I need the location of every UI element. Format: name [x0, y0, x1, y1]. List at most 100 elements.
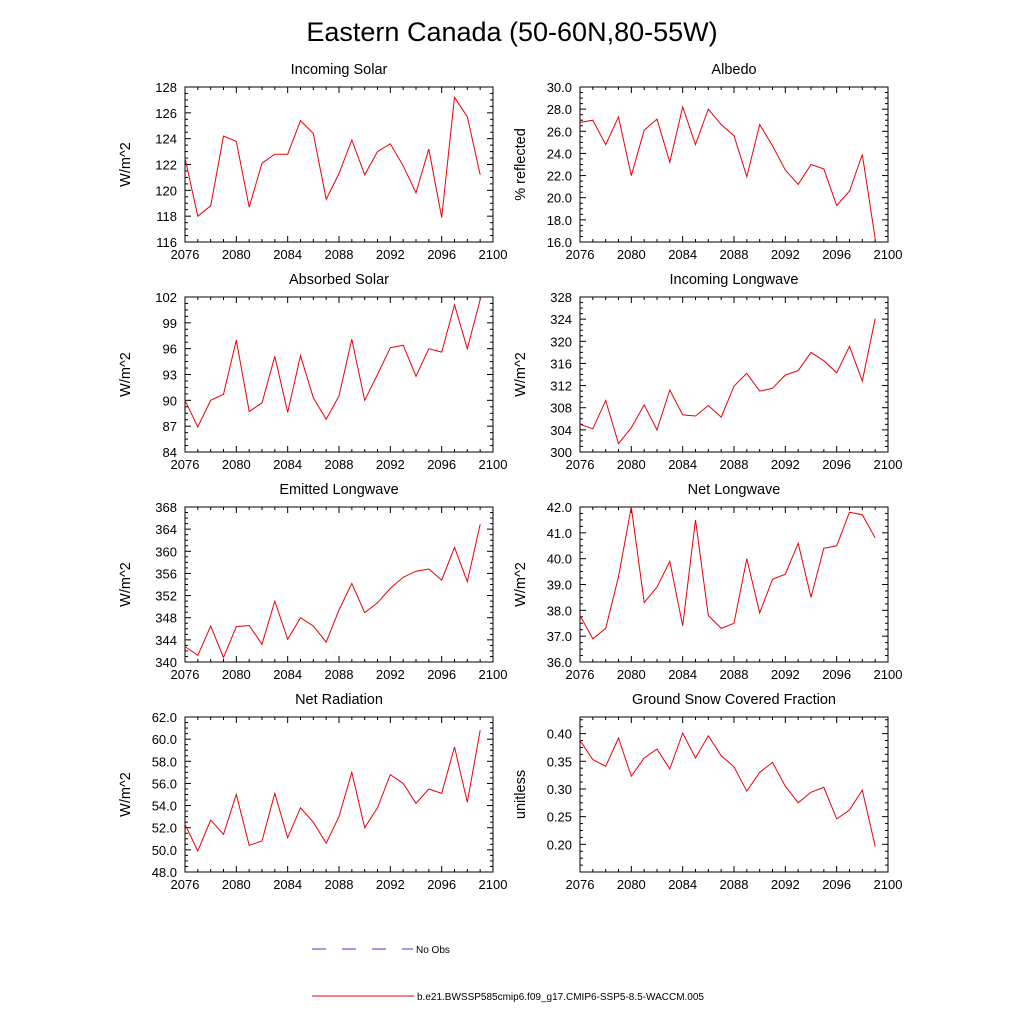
albedo-ytick-label: 24.0: [547, 146, 572, 161]
net-radiation-xtick-label: 2092: [376, 877, 405, 892]
incoming-solar-xtick-label: 2076: [171, 247, 200, 262]
albedo-xtick-label: 2084: [668, 247, 697, 262]
ground-snow-covered-fraction-ytick-label: 0.30: [547, 782, 572, 797]
emitted-longwave-xtick-label: 2092: [376, 667, 405, 682]
emitted-longwave-xtick-label: 2096: [427, 667, 456, 682]
incoming-solar-plot-frame: [184, 86, 494, 243]
incoming-longwave-ytick-label: 320: [550, 334, 572, 349]
incoming-longwave-ytick-label: 328: [550, 290, 572, 305]
albedo-ylabel: % reflected: [513, 128, 529, 201]
absorbed-solar-xtick-label: 2080: [222, 457, 251, 472]
incoming-longwave-xtick-label: 2076: [566, 457, 595, 472]
absorbed-solar-ytick-label: 90: [163, 393, 177, 408]
net-longwave-xtick-label: 2088: [720, 667, 749, 682]
chart-albedo: Albedo % reflected 2076 2080 2084 2088 2092 209…: [513, 62, 902, 262]
incoming-longwave-ytick-label: 304: [550, 423, 572, 438]
net-longwave-ytick-label: 41.0: [547, 526, 572, 541]
emitted-longwave-ytick-label: 368: [155, 500, 177, 515]
net-radiation-series-line: [184, 730, 481, 853]
incoming-longwave-xtick-label: 2080: [617, 457, 646, 472]
net-radiation-ytick-label: 48.0: [152, 865, 177, 880]
incoming-longwave-xtick-label: 2092: [771, 457, 800, 472]
emitted-longwave-xtick-label: 2084: [273, 667, 302, 682]
albedo-ytick-label: 16.0: [547, 235, 572, 250]
net-longwave-ylabel: W/m^2: [513, 562, 529, 607]
emitted-longwave-ytick-label: 340: [155, 655, 177, 670]
net-radiation-xtick-label: 2084: [273, 877, 302, 892]
net-longwave-ytick-label: 36.0: [547, 655, 572, 670]
absorbed-solar-ytick-label: 93: [163, 368, 177, 383]
net-longwave-ytick-label: 40.0: [547, 552, 572, 567]
incoming-solar-xtick-label: 2096: [427, 247, 456, 262]
emitted-longwave-xtick-label: 2100: [479, 667, 508, 682]
net-radiation-xtick-label: 2088: [325, 877, 354, 892]
emitted-longwave-ytick-label: 344: [155, 633, 177, 648]
figure-title: Eastern Canada (50-60N,80-55W): [306, 17, 717, 47]
net-longwave-xtick-label: 2076: [566, 667, 595, 682]
emitted-longwave-series-line: [184, 524, 481, 659]
net-radiation-ytick-label: 54.0: [152, 799, 177, 814]
ground-snow-covered-fraction-xtick-label: 2092: [771, 877, 800, 892]
net-longwave-xtick-label: 2092: [771, 667, 800, 682]
incoming-longwave-ytick-label: 324: [550, 312, 572, 327]
net-radiation-plot-frame: [184, 716, 494, 873]
absorbed-solar-xtick-label: 2088: [325, 457, 354, 472]
ground-snow-covered-fraction-xtick-label: 2088: [720, 877, 749, 892]
absorbed-solar-title: Absorbed Solar: [289, 272, 389, 288]
net-radiation-title: Net Radiation: [295, 692, 383, 708]
incoming-solar-ytick-label: 126: [155, 106, 177, 121]
net-longwave-ytick-label: 37.0: [547, 629, 572, 644]
net-radiation-ytick-label: 56.0: [152, 776, 177, 791]
incoming-solar-series-line: [184, 95, 481, 218]
absorbed-solar-xtick-label: 2100: [479, 457, 508, 472]
emitted-longwave-xtick-label: 2080: [222, 667, 251, 682]
net-radiation-xtick-label: 2080: [222, 877, 251, 892]
incoming-longwave-title: Incoming Longwave: [670, 272, 799, 288]
ground-snow-covered-fraction-ytick-label: 0.20: [547, 837, 572, 852]
net-longwave-ytick-label: 38.0: [547, 603, 572, 618]
ground-snow-covered-fraction-ytick-label: 0.35: [547, 754, 572, 769]
absorbed-solar-xtick-label: 2092: [376, 457, 405, 472]
absorbed-solar-ytick-label: 84: [163, 445, 177, 460]
ground-snow-covered-fraction-plot-frame: [579, 716, 889, 873]
ground-snow-covered-fraction-ylabel: unitless: [513, 770, 529, 819]
chart-incoming-solar: Incoming Solar W/m^2 2076 2080 2084 2088 2092 2…: [118, 62, 507, 262]
emitted-longwave-ytick-label: 364: [155, 522, 177, 537]
absorbed-solar-ytick-label: 96: [163, 342, 177, 357]
emitted-longwave-ytick-label: 352: [155, 589, 177, 604]
ground-snow-covered-fraction-ytick-label: 0.40: [547, 727, 572, 742]
albedo-ytick-label: 22.0: [547, 169, 572, 184]
absorbed-solar-ytick-label: 99: [163, 316, 177, 331]
absorbed-solar-ytick-label: 87: [163, 419, 177, 434]
legend: No Obs b.e21.BWSSP585cmip6.f09_g17.CMIP6…: [312, 945, 704, 1003]
incoming-longwave-ytick-label: 300: [550, 445, 572, 460]
albedo-xtick-label: 2092: [771, 247, 800, 262]
net-radiation-ytick-label: 52.0: [152, 821, 177, 836]
legend-model-label: b.e21.BWSSP585cmip6.f09_g17.CMIP6-SSP5-8…: [417, 992, 704, 1003]
net-radiation-ylabel: W/m^2: [118, 772, 134, 817]
ground-snow-covered-fraction-xtick-label: 2096: [822, 877, 851, 892]
albedo-xtick-label: 2088: [720, 247, 749, 262]
albedo-xtick-label: 2076: [566, 247, 595, 262]
incoming-longwave-xtick-label: 2096: [822, 457, 851, 472]
incoming-longwave-ytick-label: 308: [550, 401, 572, 416]
chart-net-longwave: Net Longwave W/m^2 2076 2080 2084 2088 2092 209…: [513, 482, 902, 682]
emitted-longwave-ytick-label: 348: [155, 611, 177, 626]
emitted-longwave-title: Emitted Longwave: [279, 482, 398, 498]
albedo-xtick-label: 2096: [822, 247, 851, 262]
chart-incoming-longwave: Incoming Longwave W/m^2 2076 2080 2084 2088 20…: [513, 272, 902, 472]
incoming-longwave-xtick-label: 2100: [874, 457, 903, 472]
albedo-ytick-label: 26.0: [547, 124, 572, 139]
net-radiation-xtick-label: 2096: [427, 877, 456, 892]
incoming-solar-title: Incoming Solar: [291, 62, 388, 78]
emitted-longwave-xtick-label: 2088: [325, 667, 354, 682]
incoming-solar-ytick-label: 122: [155, 158, 177, 173]
albedo-ytick-label: 28.0: [547, 102, 572, 117]
ground-snow-covered-fraction-xtick-label: 2076: [566, 877, 595, 892]
ground-snow-covered-fraction-xtick-label: 2100: [874, 877, 903, 892]
net-radiation-ytick-label: 62.0: [152, 710, 177, 725]
ground-snow-covered-fraction-ytick-label: 0.25: [547, 810, 572, 825]
incoming-solar-ytick-label: 128: [155, 80, 177, 95]
absorbed-solar-series-line: [184, 299, 481, 429]
